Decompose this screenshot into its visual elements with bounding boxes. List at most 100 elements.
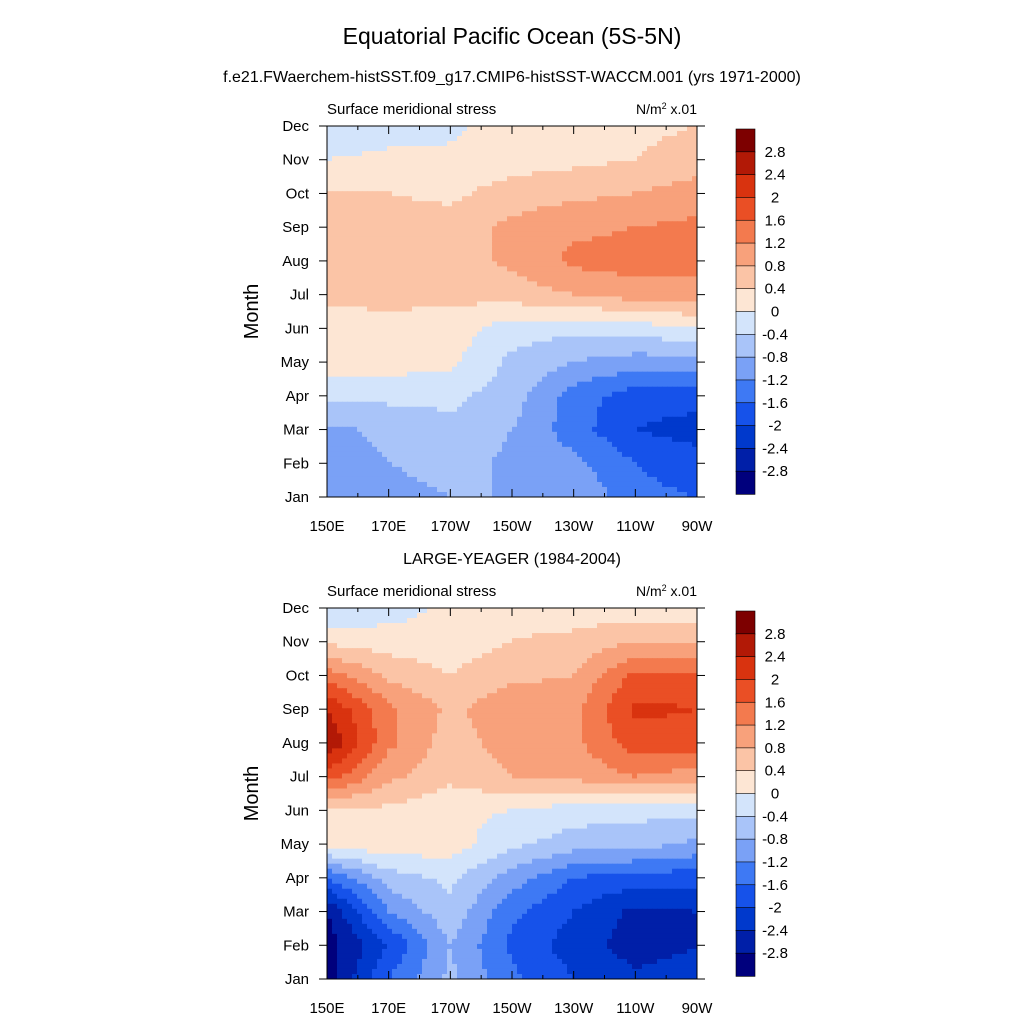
contour-cell: [422, 451, 428, 458]
contour-cell: [482, 256, 488, 262]
contour-cell: [487, 391, 493, 398]
contour-cell: [422, 366, 428, 373]
contour-cell: [682, 301, 688, 308]
contour-cell: [677, 186, 683, 192]
contour-cell: [642, 161, 648, 167]
contour-cell: [587, 281, 593, 288]
contour-cell: [672, 241, 678, 247]
contour-cell: [657, 216, 663, 222]
contour-cell: [682, 186, 688, 192]
contour-cell: [627, 441, 633, 448]
contour-cell: [612, 301, 618, 308]
contour-cell: [667, 211, 673, 217]
contour-cell: [417, 441, 423, 448]
contour-cell: [692, 441, 697, 448]
contour-cell: [672, 326, 678, 333]
contour-cell: [602, 366, 608, 373]
contour-cell: [642, 306, 648, 313]
contour-cell: [637, 251, 643, 257]
contour-cell: [482, 376, 488, 383]
contour-cell: [562, 266, 568, 272]
contour-cell: [562, 226, 568, 232]
contour-cell: [532, 231, 538, 237]
contour-cell: [522, 126, 528, 132]
contour-cell: [402, 356, 408, 363]
contour-cell: [692, 281, 697, 288]
contour-cell: [367, 181, 373, 187]
contour-cell: [602, 216, 608, 222]
contour-cell: [412, 156, 418, 162]
contour-cell: [547, 431, 553, 438]
contour-cell: [412, 281, 418, 288]
contour-cell: [607, 436, 613, 443]
contour-cell: [462, 386, 468, 393]
contour-cell: [332, 446, 338, 453]
contour-cell: [502, 311, 508, 318]
contour-cell: [487, 426, 493, 433]
contour-cell: [522, 256, 528, 262]
contour-cell: [462, 131, 468, 137]
contour-cell: [437, 416, 443, 423]
contour-cell: [587, 246, 593, 252]
contour-cell: [357, 301, 363, 308]
contour-cell: [357, 166, 363, 172]
contour-cell: [512, 341, 518, 348]
contour-cell: [512, 331, 518, 338]
contour-cell: [327, 321, 333, 328]
contour-cell: [377, 181, 383, 187]
contour-cell: [367, 311, 373, 318]
contour-cell: [642, 291, 648, 298]
contour-cell: [662, 376, 668, 383]
contour-cell: [437, 426, 443, 433]
contour-cell: [502, 286, 508, 293]
contour-cell: [492, 451, 498, 458]
contour-cell: [467, 141, 473, 147]
contour-cell: [452, 346, 458, 353]
contour-cell: [677, 146, 683, 152]
contour-cell: [612, 351, 618, 358]
contour-cell: [477, 151, 483, 157]
contour-cell: [332, 196, 338, 202]
contour-cell: [332, 216, 338, 222]
contour-cell: [677, 376, 683, 383]
contour-cell: [577, 446, 583, 453]
contour-cell: [632, 376, 638, 383]
contour-cell: [407, 191, 413, 197]
contour-cell: [537, 396, 543, 403]
contour-cell: [582, 411, 588, 418]
contour-cell: [427, 316, 433, 323]
contour-cell: [507, 171, 513, 177]
contour-cell: [487, 161, 493, 167]
contour-cell: [592, 216, 598, 222]
contour-cell: [447, 146, 453, 152]
contour-cell: [377, 146, 383, 152]
contour-cell: [422, 226, 428, 232]
contour-cell: [552, 421, 558, 428]
contour-cell: [667, 456, 673, 463]
contour-cell: [467, 156, 473, 162]
contour-cell: [377, 401, 383, 408]
contour-cell: [562, 321, 568, 328]
contour-cell: [532, 326, 538, 333]
contour-cell: [442, 426, 448, 433]
contour-cell: [667, 416, 673, 423]
contour-cell: [472, 366, 478, 373]
contour-cell: [537, 271, 543, 277]
contour-cell: [612, 396, 618, 403]
contour-cell: [472, 391, 478, 398]
contour-cell: [357, 436, 363, 443]
contour-cell: [587, 186, 593, 192]
contour-cell: [632, 361, 638, 368]
contour-cell: [377, 191, 383, 197]
contour-cell: [472, 351, 478, 358]
contour-cell: [377, 131, 383, 137]
contour-cell: [647, 321, 653, 328]
contour-cell: [532, 271, 538, 277]
contour-cell: [522, 321, 528, 328]
contour-cell: [362, 371, 368, 378]
contour-cell: [617, 276, 623, 283]
contour-cell: [667, 236, 673, 242]
contour-cell: [557, 306, 563, 313]
contour-cell: [472, 341, 478, 348]
contour-cell: [447, 246, 453, 252]
